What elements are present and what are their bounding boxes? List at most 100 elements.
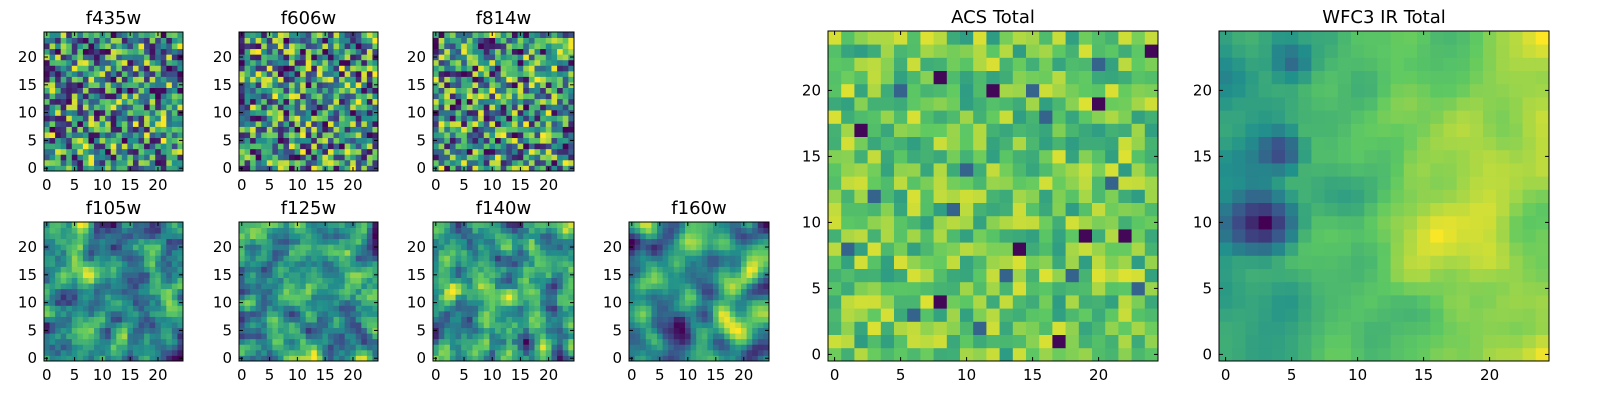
heatmap-cell	[105, 37, 112, 44]
heatmap-cell	[77, 115, 84, 122]
heatmap-cell	[166, 299, 173, 306]
heatmap-cell	[339, 344, 346, 351]
heatmap-cell	[701, 255, 708, 262]
heatmap-cell	[294, 154, 301, 161]
heatmap-cell	[757, 283, 764, 290]
heatmap-cell	[239, 48, 245, 55]
heatmap-cell	[300, 148, 307, 155]
heatmap-cell	[177, 120, 184, 127]
heatmap-cell	[44, 154, 50, 161]
heatmap-cell	[562, 126, 569, 133]
heatmap-cell	[557, 87, 564, 94]
heatmap-cell	[339, 238, 346, 245]
heatmap-cell	[244, 322, 251, 329]
heatmap-cell	[333, 233, 340, 240]
heatmap-cell	[640, 249, 647, 256]
heatmap-cell	[528, 277, 535, 284]
heatmap-cell	[1092, 281, 1106, 296]
heatmap-cell	[933, 268, 948, 283]
heatmap-cell	[679, 227, 686, 234]
heatmap-cell	[305, 143, 312, 150]
heatmap-cell	[132, 37, 139, 44]
heatmap-cell	[707, 338, 714, 345]
heatmap-cell	[690, 344, 697, 351]
heatmap-cell	[478, 310, 485, 317]
heatmap-cell	[294, 98, 301, 105]
heatmap-cell	[523, 333, 530, 340]
heatmap-cell	[645, 322, 652, 329]
heatmap-cell	[144, 338, 151, 345]
heatmap-cell	[718, 288, 725, 295]
heatmap-cell	[528, 43, 535, 50]
heatmap-cell	[707, 277, 714, 284]
heatmap-cell	[495, 349, 502, 356]
heatmap-cell	[741, 288, 747, 295]
heatmap-cell	[523, 266, 530, 273]
heatmap-cell	[568, 310, 575, 317]
heatmap-cell	[105, 32, 112, 38]
heatmap-cell	[444, 98, 451, 105]
heatmap-cell	[277, 48, 284, 55]
heatmap-cell	[239, 266, 245, 273]
heatmap-cell	[841, 215, 855, 230]
heatmap-cell	[500, 43, 507, 50]
heatmap-cell	[116, 154, 123, 161]
heatmap-cell	[999, 163, 1014, 177]
heatmap-cell	[350, 305, 357, 312]
heatmap-cell	[973, 268, 987, 283]
heatmap-cell	[171, 233, 178, 240]
heatmap-cell	[489, 227, 496, 234]
heatmap-cell	[500, 299, 507, 306]
heatmap-cell	[634, 277, 641, 284]
heatmap-cell	[540, 310, 547, 317]
heatmap-cell	[472, 65, 479, 72]
heatmap-cell	[127, 104, 134, 111]
heatmap-cell	[344, 327, 351, 334]
heatmap-cell	[867, 268, 882, 283]
heatmap-cell	[166, 148, 173, 155]
heatmap-cell	[763, 222, 770, 228]
heatmap-cell	[707, 349, 714, 356]
heatmap-cell	[177, 59, 184, 66]
heatmap-cell	[690, 233, 697, 240]
heatmap-cell	[88, 294, 95, 301]
heatmap-cell	[724, 238, 731, 245]
heatmap-cell	[752, 322, 759, 329]
heatmap-cell	[701, 327, 708, 334]
heatmap-cell	[166, 132, 173, 139]
heatmap-cell	[500, 255, 507, 262]
heatmap-cell	[685, 327, 691, 334]
heatmap-cell	[339, 93, 346, 100]
heatmap-cell	[261, 333, 268, 340]
axes-frame	[43, 221, 184, 362]
heatmap-cell	[289, 87, 295, 94]
heatmap-cell	[495, 327, 502, 334]
heatmap-cell	[82, 238, 89, 245]
heatmap-cell	[266, 65, 273, 72]
heatmap-cell	[71, 120, 78, 127]
heatmap-cell	[545, 310, 552, 317]
heatmap-cell	[171, 132, 178, 139]
heatmap-cell	[99, 43, 106, 50]
heatmap-cell	[718, 244, 725, 251]
heatmap-cell	[894, 321, 908, 335]
heatmap-cell	[562, 148, 569, 155]
heatmap-cell	[517, 305, 524, 312]
heatmap-cell	[545, 65, 552, 72]
heatmap-cell	[1078, 308, 1093, 322]
x-tick-label: 0	[42, 176, 52, 194]
heatmap-cell	[149, 288, 156, 295]
heatmap-cell	[455, 126, 462, 133]
heatmap-cell	[44, 104, 50, 111]
heatmap-cell	[66, 327, 73, 334]
heatmap-cell	[361, 126, 368, 133]
heatmap-cell	[523, 344, 530, 351]
heatmap-cell	[166, 249, 173, 256]
heatmap-cell	[662, 333, 669, 340]
heatmap-cell	[1039, 189, 1053, 203]
heatmap-cell	[444, 82, 451, 88]
heatmap-cell	[662, 266, 669, 273]
heatmap-cell	[466, 159, 473, 166]
heatmap-cell	[511, 299, 518, 306]
heatmap-cell	[322, 333, 329, 340]
